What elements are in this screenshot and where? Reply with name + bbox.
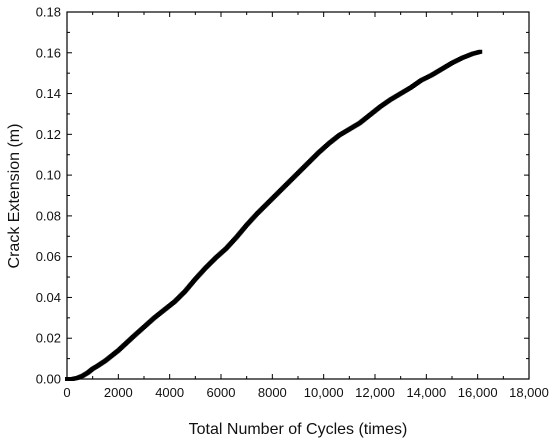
x-axis-ticks: 0 2000 4000 6000 8000 10,000 12,000 14,000 16,00… [63, 12, 549, 400]
y-tick-label: 0.18 [36, 5, 61, 20]
x-tick-label: 18,000 [509, 385, 549, 400]
y-axis-title: Crack Extension (m) [6, 124, 23, 269]
x-axis-title: Total Number of Cycles (times) [189, 421, 408, 438]
plot-area-frame [66, 11, 530, 380]
x-tick-label: 10,000 [304, 385, 344, 400]
x-tick-label: 4000 [155, 385, 184, 400]
x-tick-label: 8000 [258, 385, 287, 400]
x-tick-label: 2000 [104, 385, 133, 400]
y-tick-label: 0.10 [36, 168, 61, 183]
y-tick-label: 0.16 [36, 45, 61, 60]
x-tick-label: 0 [63, 385, 70, 400]
x-tick-label: 16,000 [458, 385, 498, 400]
x-tick-label: 12,000 [355, 385, 395, 400]
y-axis-ticks: 0.00 0.02 0.04 0.06 0.08 0.10 0.12 0.14 0.16 0.18 [36, 5, 529, 387]
y-tick-label: 0.04 [36, 290, 61, 305]
x-tick-label: 6000 [207, 385, 236, 400]
y-tick-label: 0.12 [36, 127, 61, 142]
y-tick-label: 0.02 [36, 331, 61, 346]
y-tick-label: 0.06 [36, 249, 61, 264]
y-tick-label: 0.08 [36, 208, 61, 223]
y-tick-label: 0.00 [36, 372, 61, 387]
data-point [478, 49, 483, 54]
data-series [65, 49, 483, 381]
x-tick-label: 14,000 [406, 385, 446, 400]
y-tick-label: 0.14 [36, 86, 61, 101]
